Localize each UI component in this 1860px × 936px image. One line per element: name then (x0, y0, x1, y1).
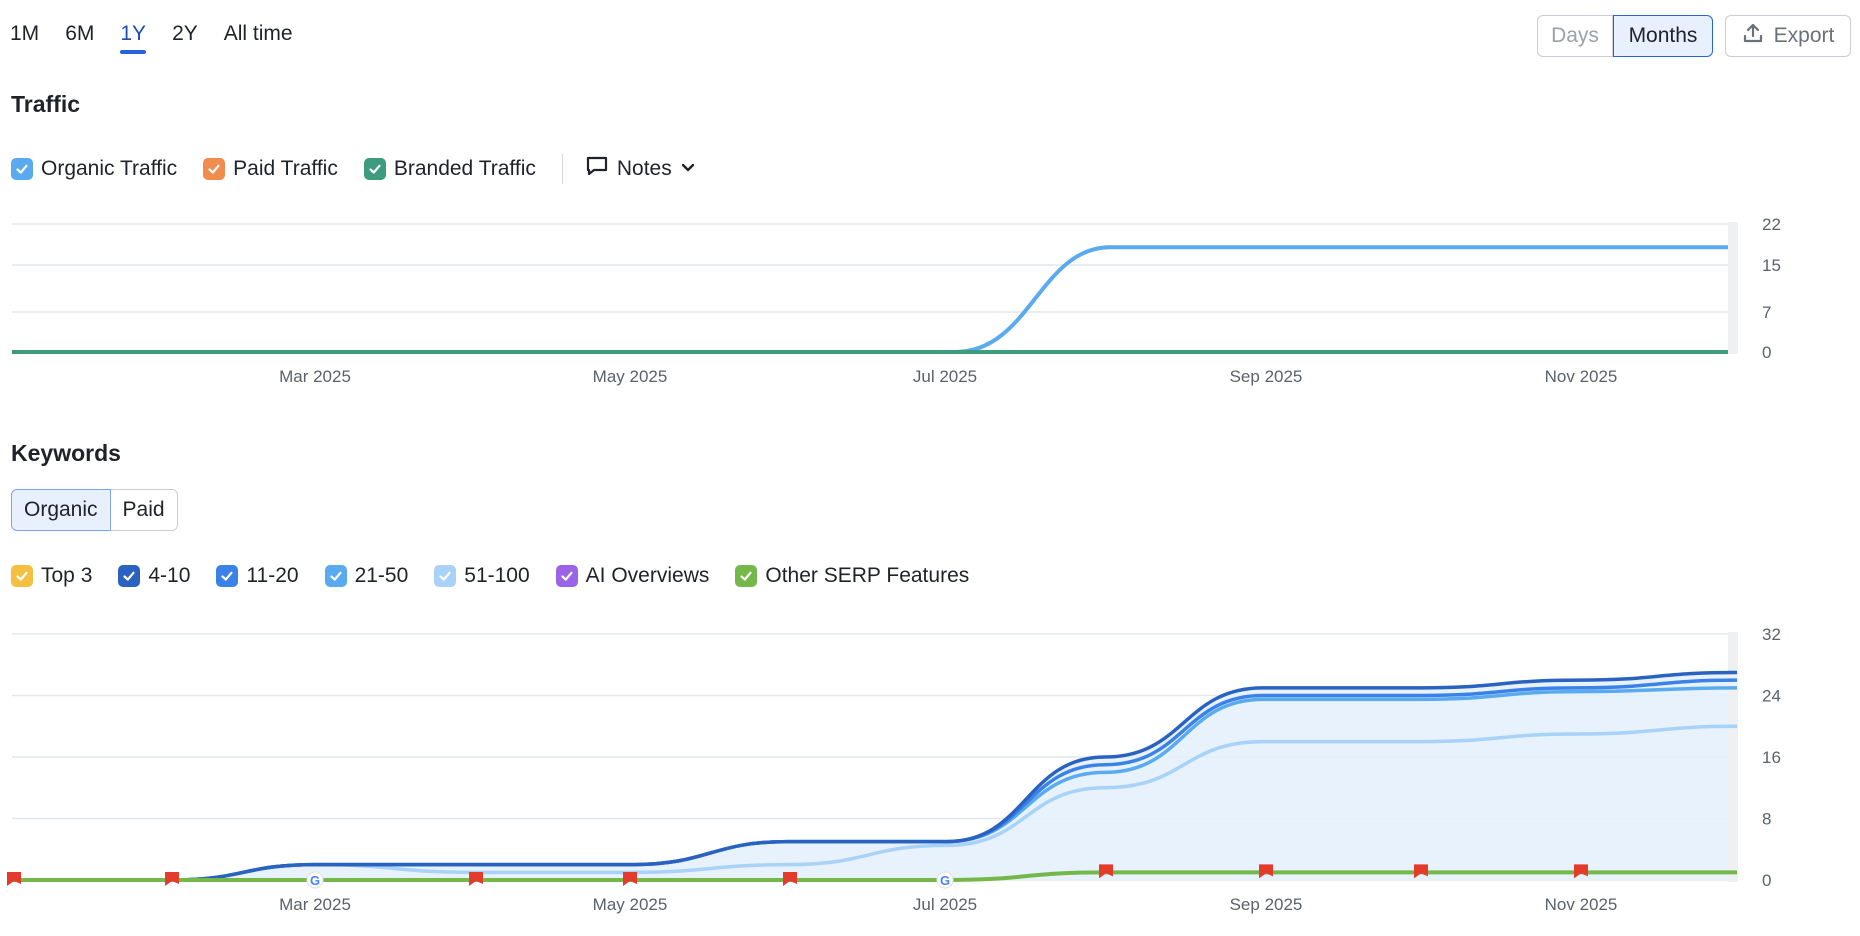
y-tick-label: 7 (1762, 303, 1771, 322)
paid-button[interactable]: Paid (110, 489, 178, 531)
keywords-chart: 0 8 16 24 32 Mar 2025 May 2025 Jul 2025 Sep 2025… (7, 625, 1781, 914)
x-tick-label: May 2025 (593, 895, 668, 914)
note-flag-icon (1259, 864, 1273, 879)
legend-item-ai-overviews[interactable]: AI Overviews (555, 564, 710, 588)
legend-item-top-3[interactable]: Top 3 (11, 564, 92, 588)
days-button[interactable]: Days (1537, 15, 1613, 57)
period-tabs: 1M 6M 1Y 2Y All time (10, 22, 319, 54)
period-tab-1y[interactable]: 1Y (120, 22, 146, 54)
legend-label: Other SERP Features (765, 564, 970, 587)
legend-divider (561, 154, 563, 184)
keywords-area-fill (12, 672, 1737, 880)
checkbox-checked-icon (118, 565, 141, 587)
x-tick-label: Mar 2025 (279, 367, 351, 386)
period-tab-6m[interactable]: 6M (65, 22, 95, 45)
export-label: Export (1773, 24, 1835, 47)
checkbox-checked-icon (324, 565, 347, 587)
y-tick-label: 15 (1762, 256, 1781, 275)
x-tick-label: Nov 2025 (1545, 895, 1618, 914)
y-tick-label: 8 (1762, 810, 1771, 829)
keywords-type-toggle: Organic Paid (11, 489, 178, 531)
comment-icon (585, 154, 609, 184)
months-button[interactable]: Months (1613, 15, 1713, 57)
keywords-title: Keywords (11, 440, 121, 466)
series-line-organic-traffic (12, 245, 1728, 354)
chart-scrollbar (1728, 222, 1738, 354)
note-flag-icon (783, 872, 797, 886)
chevron-down-icon (680, 157, 696, 181)
x-tick-label: Sep 2025 (1230, 367, 1303, 386)
legend-organic-traffic[interactable]: Organic Traffic (11, 157, 177, 181)
note-flag-icon (165, 872, 179, 886)
granularity-toggle: Days Months (1537, 15, 1713, 57)
y-tick-label: 32 (1762, 625, 1781, 644)
svg-text:G: G (310, 873, 320, 888)
traffic-chart: 0 7 15 22 Mar 2025 May 2025 Jul 2025 Sep 2025 No… (12, 215, 1781, 386)
legend-label: AI Overviews (585, 564, 710, 587)
x-tick-label: Mar 2025 (279, 895, 351, 914)
period-tab-1m[interactable]: 1M (10, 22, 40, 45)
x-tick-label: Nov 2025 (1545, 367, 1618, 386)
notes-dropdown[interactable]: Notes (585, 154, 696, 184)
checkbox-checked-icon (735, 565, 758, 587)
export-button[interactable]: Export (1725, 15, 1851, 57)
google-update-icon: G (306, 871, 324, 889)
checkbox-checked-icon (555, 565, 578, 587)
checkbox-checked-icon (363, 158, 386, 180)
y-tick-label: 16 (1762, 748, 1781, 767)
y-tick-label: 0 (1762, 871, 1771, 890)
checkbox-checked-icon (11, 158, 33, 180)
upload-icon (1742, 22, 1764, 50)
y-tick-label: 24 (1762, 687, 1781, 706)
traffic-legend: Organic Traffic Paid Traffic Branded Tra… (11, 154, 696, 184)
note-flag-icon (469, 872, 483, 886)
note-flag-icon (1574, 864, 1588, 879)
note-flag-icon (1414, 864, 1428, 879)
legend-label: 21-50 (354, 564, 409, 587)
legend-item-21-50[interactable]: 21-50 (324, 564, 409, 588)
legend-label: Branded Traffic (393, 157, 536, 180)
chart-scrollbar (1728, 632, 1738, 882)
legend-label: 4-10 (148, 564, 191, 587)
x-tick-label: Jul 2025 (913, 895, 977, 914)
legend-item-51-100[interactable]: 51-100 (434, 564, 530, 588)
legend-branded-traffic[interactable]: Branded Traffic (363, 157, 536, 181)
legend-item-11-20[interactable]: 11-20 (216, 564, 299, 588)
traffic-title: Traffic (11, 91, 81, 117)
legend-label: 11-20 (246, 564, 299, 587)
y-tick-label: 0 (1762, 343, 1771, 362)
checkbox-checked-icon (203, 158, 226, 180)
checkbox-checked-icon (11, 565, 33, 587)
legend-label: Organic Traffic (41, 157, 178, 180)
keywords-legend: Top 3 4-10 11-20 21-50 51-100 AI Overviews Oth… (11, 564, 995, 588)
x-tick-label: Sep 2025 (1230, 895, 1303, 914)
legend-label: Paid Traffic (233, 157, 338, 180)
legend-item-other-serp-features[interactable]: Other SERP Features (735, 564, 969, 588)
checkbox-checked-icon (216, 565, 239, 587)
google-update-icon: G (936, 871, 954, 889)
legend-paid-traffic[interactable]: Paid Traffic (203, 157, 338, 181)
legend-item-4-10[interactable]: 4-10 (118, 564, 190, 588)
x-tick-label: May 2025 (593, 367, 668, 386)
svg-text:G: G (940, 873, 950, 888)
y-tick-label: 22 (1762, 215, 1781, 234)
period-tab-all-time[interactable]: All time (223, 22, 293, 45)
note-flag-icon (7, 872, 21, 886)
notes-label: Notes (616, 157, 672, 180)
legend-label: Top 3 (41, 564, 93, 587)
note-flag-icon (623, 872, 637, 886)
period-tab-2y[interactable]: 2Y (172, 22, 198, 45)
organic-button[interactable]: Organic (11, 489, 111, 531)
legend-label: 51-100 (464, 564, 530, 587)
series-line-4-10 (12, 670, 1738, 882)
note-flag-icon (1099, 864, 1113, 879)
checkbox-checked-icon (434, 565, 457, 587)
x-tick-label: Jul 2025 (913, 367, 977, 386)
